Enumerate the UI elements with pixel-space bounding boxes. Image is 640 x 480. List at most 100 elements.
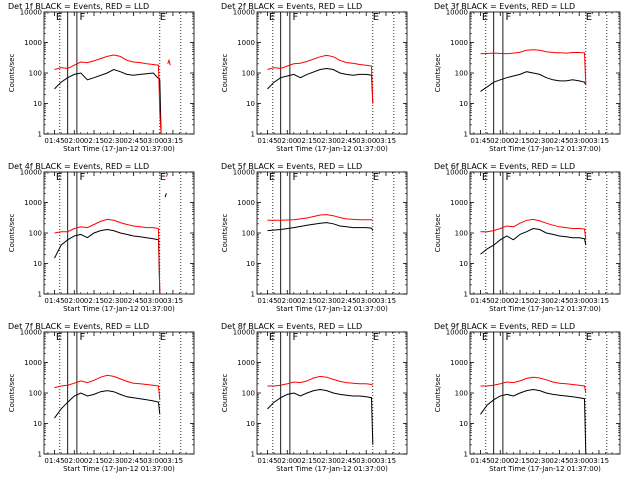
x-tick-label: 02:15 (84, 137, 104, 145)
panel-9: Det 9f BLACK = Events, RED = LLD 1 10 100 10… (434, 322, 621, 473)
y-tick-label: 1000 (24, 39, 42, 47)
interval-marker: E (56, 172, 62, 183)
x-axis-label: Start Time (17-Jan-12 01:37:00) (63, 145, 175, 153)
series-events-line (267, 222, 374, 232)
y-tick-label: 10000 (233, 329, 255, 337)
panel-title: Det 4f BLACK = Events, RED = LLD (8, 162, 149, 171)
x-tick-label: 02:15 (297, 457, 317, 465)
x-axis-label: Start Time (17-Jan-12 01:37:00) (276, 465, 388, 473)
x-tick-label: 02:45 (549, 137, 569, 145)
series-events-line (54, 228, 161, 294)
x-axis-label: Start Time (17-Jan-12 01:37:00) (489, 465, 601, 473)
x-tick-label: 01:45 (44, 457, 64, 465)
interval-marker: F (506, 172, 512, 183)
series-lld-line (267, 214, 373, 221)
x-tick-label: 01:45 (44, 137, 64, 145)
panel-8: Det 8f BLACK = Events, RED = LLD 1 10 100 10… (221, 322, 408, 473)
x-tick-label: 02:15 (297, 297, 317, 305)
y-tick-label: 1 (251, 451, 255, 459)
series-events-line (480, 71, 587, 92)
interval-marker: F (293, 172, 299, 183)
x-axis-label: Start Time (17-Jan-12 01:37:00) (63, 305, 175, 313)
series-lld-line (480, 376, 587, 394)
x-tick-label: 01:45 (470, 457, 490, 465)
x-tick-label: 02:15 (297, 137, 317, 145)
y-tick-label: 10 (246, 260, 255, 268)
x-tick-label: 03:00 (569, 457, 589, 465)
x-tick-label: 01:45 (257, 137, 277, 145)
panel-title: Det 6f BLACK = Events, RED = LLD (434, 162, 575, 171)
x-tick-label: 02:30 (104, 137, 124, 145)
y-tick-label: 10000 (20, 329, 42, 337)
y-tick-label: 1000 (450, 359, 468, 367)
x-tick-label: 02:15 (510, 457, 530, 465)
x-tick-label: 02:00 (277, 137, 297, 145)
x-tick-label: 02:00 (64, 137, 84, 145)
panel-title: Det 8f BLACK = Events, RED = LLD (221, 322, 362, 331)
panel-title: Det 9f BLACK = Events, RED = LLD (434, 322, 575, 331)
x-tick-label: 01:45 (470, 137, 490, 145)
y-axis-label: Counts/sec (434, 214, 442, 253)
x-tick-label: 02:30 (104, 297, 124, 305)
series-group (54, 374, 161, 419)
interval-marker: E (482, 172, 488, 183)
x-tick-label: 03:15 (589, 457, 609, 465)
x-tick-label: 02:45 (336, 137, 356, 145)
series-events-line (480, 388, 587, 454)
interval-marker: E (269, 12, 275, 23)
panel-title: Det 2f BLACK = Events, RED = LLD (221, 2, 362, 11)
y-axis-label: Counts/sec (8, 214, 16, 253)
x-tick-label: 02:00 (64, 457, 84, 465)
x-tick-label: 01:45 (44, 297, 64, 305)
interval-marker: E (160, 332, 166, 343)
x-axis-label: Start Time (17-Jan-12 01:37:00) (276, 145, 388, 153)
interval-marker: E (373, 332, 379, 343)
series-lld-line (480, 218, 587, 240)
series-group (480, 376, 587, 454)
y-tick-label: 1000 (450, 199, 468, 207)
series-lld-line (480, 49, 587, 86)
x-tick-label: 03:15 (163, 457, 183, 465)
panel-5: Det 5f BLACK = Events, RED = LLD 1 10 100 10… (221, 162, 408, 313)
x-tick-label: 02:15 (84, 457, 104, 465)
interval-marker: E (373, 12, 379, 23)
y-tick-label: 10000 (233, 169, 255, 177)
x-tick-label: 02:15 (510, 137, 530, 145)
interval-marker: F (506, 12, 512, 23)
y-tick-label: 100 (29, 230, 42, 238)
y-tick-label: 10000 (233, 9, 255, 17)
interval-marker: E (482, 12, 488, 23)
x-tick-label: 03:00 (356, 297, 376, 305)
y-tick-label: 1 (38, 291, 42, 299)
interval-marker: F (80, 12, 86, 23)
series-lld-line (54, 374, 161, 400)
x-tick-label: 02:30 (530, 297, 550, 305)
interval-marker: E (586, 12, 592, 23)
series-lld-line (267, 54, 374, 104)
y-tick-label: 1 (464, 291, 468, 299)
y-tick-label: 100 (455, 230, 468, 238)
panel-title: Det 3f BLACK = Events, RED = LLD (434, 2, 575, 11)
y-tick-label: 10 (33, 420, 42, 428)
plot-frame (43, 331, 195, 455)
plot-frame (256, 11, 408, 135)
x-tick-label: 02:00 (490, 297, 510, 305)
interval-marker: E (482, 332, 488, 343)
x-tick-label: 02:45 (549, 297, 569, 305)
panel-title: Det 7f BLACK = Events, RED = LLD (8, 322, 149, 331)
x-tick-label: 02:45 (123, 457, 143, 465)
y-tick-label: 100 (29, 390, 42, 398)
interval-marker: E (269, 332, 275, 343)
y-tick-label: 10 (33, 100, 42, 108)
y-tick-label: 10000 (446, 329, 468, 337)
x-tick-label: 02:30 (104, 457, 124, 465)
y-tick-label: 100 (242, 70, 255, 78)
x-tick-label: 02:45 (336, 457, 356, 465)
panel-7: Det 7f BLACK = Events, RED = LLD 1 10 100 10… (8, 322, 195, 473)
series-lld-line (54, 54, 162, 134)
y-tick-label: 100 (29, 70, 42, 78)
panel-3: Det 3f BLACK = Events, RED = LLD 1 10 100 10… (434, 2, 621, 153)
x-tick-label: 02:30 (530, 137, 550, 145)
interval-marker: E (56, 12, 62, 23)
series-events-line (480, 227, 587, 255)
